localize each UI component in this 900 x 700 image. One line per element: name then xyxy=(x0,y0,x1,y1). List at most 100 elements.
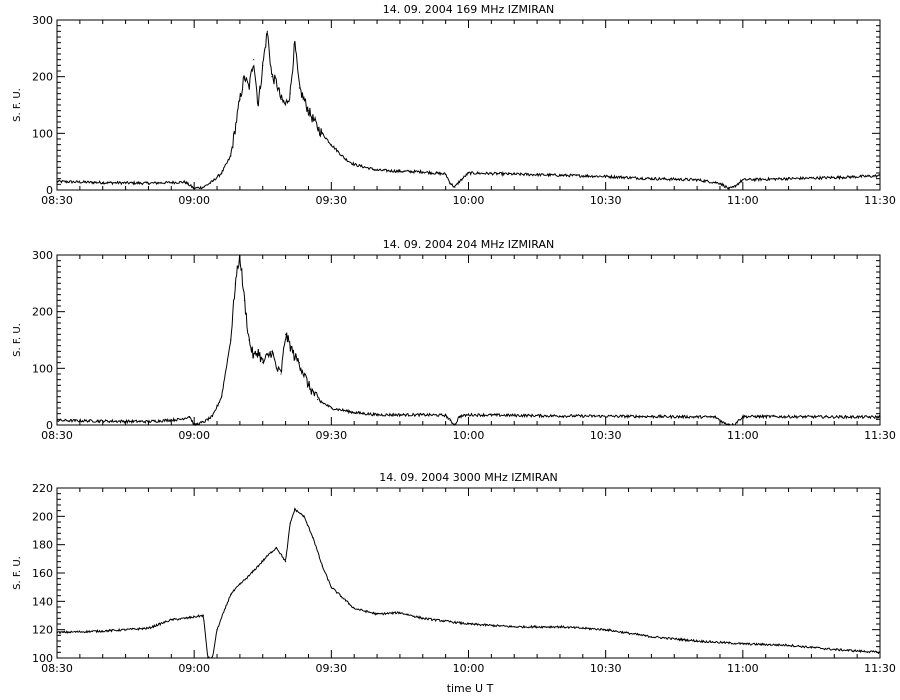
data-point xyxy=(248,575,250,577)
data-point xyxy=(193,424,195,426)
y-tick-label: 0 xyxy=(46,184,53,197)
data-point xyxy=(399,170,401,172)
data-point xyxy=(307,384,310,386)
x-tick-label: 10:30 xyxy=(590,429,622,442)
data-point xyxy=(422,171,424,173)
panel-1-ylabel: S. F. U. xyxy=(12,88,23,122)
data-point xyxy=(449,182,451,184)
x-tick-label: 09:30 xyxy=(315,429,347,442)
panel-1-frame xyxy=(56,19,881,191)
data-point xyxy=(879,175,881,177)
data-point xyxy=(728,188,730,190)
data-point xyxy=(230,339,232,341)
y-tick-label: 100 xyxy=(32,362,53,375)
panel-2-series-line xyxy=(56,254,881,427)
y-tick-label: 300 xyxy=(32,14,53,27)
data-point xyxy=(330,407,332,409)
data-point xyxy=(330,586,332,588)
data-point xyxy=(253,356,255,358)
data-point xyxy=(147,627,150,629)
x-tick-label: 08:30 xyxy=(41,194,73,207)
data-point xyxy=(605,629,607,631)
data-point xyxy=(513,626,515,628)
data-point xyxy=(280,373,282,375)
data-point xyxy=(56,419,58,422)
x-tick-label: 11:30 xyxy=(864,429,896,442)
data-point xyxy=(458,415,460,418)
data-point xyxy=(833,176,835,179)
data-point xyxy=(733,186,735,188)
y-tick-label: 100 xyxy=(32,127,53,140)
data-point xyxy=(467,172,470,174)
data-point xyxy=(280,98,282,100)
data-point xyxy=(230,593,232,595)
data-point xyxy=(102,420,104,422)
data-point xyxy=(262,362,264,364)
y-tick-label: 200 xyxy=(32,71,53,84)
data-point xyxy=(605,175,607,177)
y-tick-label: 200 xyxy=(32,306,53,319)
data-point xyxy=(787,644,790,646)
x-tick-label: 10:30 xyxy=(590,662,622,675)
panel-1-title: 14. 09. 2004 169 MHz IZMIRAN xyxy=(383,3,554,16)
data-point xyxy=(723,422,726,424)
data-point xyxy=(742,179,744,181)
data-point xyxy=(262,64,264,66)
panel-3-ylabel: S. F. U. xyxy=(12,556,23,590)
data-point xyxy=(330,144,332,146)
data-point xyxy=(266,30,268,32)
data-point xyxy=(289,345,291,347)
data-point xyxy=(253,59,255,61)
data-point xyxy=(559,174,561,176)
panel-3: 14. 09. 2004 3000 MHz IZMIRAN 08:30 09:00 0… xyxy=(12,471,896,675)
data-point xyxy=(376,414,378,416)
data-point xyxy=(285,333,287,335)
data-point xyxy=(285,561,287,563)
data-point xyxy=(147,182,150,184)
data-point xyxy=(317,127,319,129)
data-point xyxy=(289,522,291,525)
panel-2-ylabel: S. F. U. xyxy=(12,323,23,357)
x-tick-label: 08:30 xyxy=(41,662,73,675)
x-tick-label: 10:30 xyxy=(590,194,622,207)
data-point xyxy=(147,421,150,423)
data-point xyxy=(321,565,323,567)
panel-2: 14. 09. 2004 204 MHz IZMIRAN 08:30 09:00 09… xyxy=(12,238,896,442)
data-point xyxy=(275,81,278,83)
x-tick-label: 10:00 xyxy=(453,662,485,675)
data-point xyxy=(211,657,214,659)
data-point xyxy=(221,396,223,398)
data-point xyxy=(298,87,300,89)
data-point xyxy=(188,415,191,418)
data-point xyxy=(719,182,721,184)
data-point xyxy=(742,643,744,645)
data-point xyxy=(294,42,296,44)
data-point xyxy=(211,180,214,183)
data-point xyxy=(243,299,246,301)
x-tick-label: 11:00 xyxy=(727,662,759,675)
data-point xyxy=(248,87,250,89)
data-point xyxy=(184,617,186,619)
data-point xyxy=(294,356,296,358)
data-point xyxy=(344,158,346,160)
data-point xyxy=(879,651,881,653)
data-point xyxy=(271,350,273,352)
data-point xyxy=(787,178,790,180)
data-point xyxy=(353,607,355,610)
data-point xyxy=(216,629,218,631)
data-point xyxy=(234,282,236,284)
data-point xyxy=(733,424,735,426)
data-point xyxy=(230,155,232,157)
data-point xyxy=(714,416,717,418)
data-point xyxy=(239,583,241,585)
y-tick-label: 180 xyxy=(32,539,53,552)
panel-1-series-line xyxy=(56,31,881,190)
data-point xyxy=(449,419,451,422)
data-point xyxy=(559,415,561,417)
data-point xyxy=(376,613,378,615)
data-point xyxy=(312,536,314,539)
data-point xyxy=(56,180,58,183)
y-tick-label: 100 xyxy=(32,652,53,665)
data-point xyxy=(879,416,881,418)
